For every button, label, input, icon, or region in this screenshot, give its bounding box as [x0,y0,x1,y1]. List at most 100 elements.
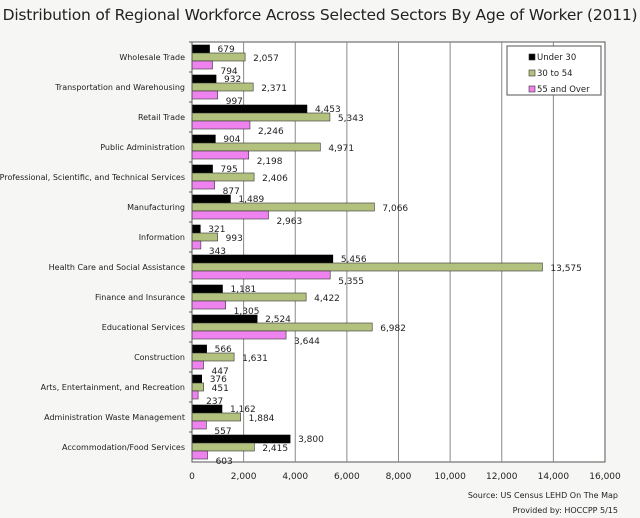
category-label: Arts, Entertainment, and Recreation [41,383,185,392]
bar-55-and-over [191,270,331,280]
bar-55-and-over [191,450,208,460]
bar-under-30 [191,194,231,204]
category-label: Transportation and Warehousing [54,83,185,92]
data-label: 7,066 [382,204,408,214]
bar-55-and-over [191,210,269,220]
data-label: 2,406 [262,174,288,184]
bar-55-and-over [191,420,207,430]
data-label: 932 [224,75,241,85]
bar-55-and-over [191,150,250,160]
data-label: 557 [214,427,231,437]
bar-30-to-54 [191,442,255,452]
category-label: Educational Services [102,323,185,332]
legend-label: 30 to 54 [537,69,573,79]
bar-under-30 [191,284,223,294]
data-label: 5,343 [338,114,364,124]
data-label: 451 [212,384,229,394]
data-label: 1,631 [242,354,268,364]
bar-30-to-54 [191,322,373,332]
bar-under-30 [191,374,203,384]
bar-under-30 [191,44,210,54]
data-label: 1,162 [230,405,256,415]
data-label: 447 [212,367,229,377]
data-label: 997 [226,97,243,107]
data-label: 13,575 [550,264,582,274]
bar-30-to-54 [191,232,218,242]
bar-30-to-54 [191,262,543,272]
bar-55-and-over [191,120,251,130]
data-label: 2,415 [262,444,288,454]
bar-30-to-54 [191,52,246,62]
data-label: 566 [215,345,232,355]
data-label: 1,884 [249,414,275,424]
x-tick-label: 16,000 [589,472,621,482]
data-label: 5,456 [341,255,367,265]
data-label: 904 [223,135,240,145]
x-tick-label: 6,000 [334,472,360,482]
bar-under-30 [191,134,216,144]
bar-55-and-over [191,330,287,340]
bar-30-to-54 [191,112,331,122]
bar-30-to-54 [191,382,204,392]
bar-55-and-over [191,180,215,190]
data-label: 877 [223,187,240,197]
legend-swatch [528,85,536,93]
legend-label: Under 30 [537,53,576,63]
category-label: Accommodation/Food Services [62,443,185,452]
bar-55-and-over [191,300,226,310]
category-label: Professional, Scientific, and Technical … [0,173,185,182]
data-label: 2,198 [257,157,283,167]
data-label: 4,453 [315,105,341,115]
bar-55-and-over [191,390,199,400]
data-label: 2,963 [276,217,302,227]
data-label: 1,489 [238,195,264,205]
data-label: 6,982 [380,324,406,334]
data-label: 3,644 [294,337,320,347]
bar-under-30 [191,74,217,84]
data-label: 237 [206,397,223,407]
bar-30-to-54 [191,142,321,152]
bar-30-to-54 [191,82,254,92]
bar-under-30 [191,344,207,354]
x-tick-label: 12,000 [486,472,518,482]
bar-55-and-over [191,240,202,250]
category-label: Construction [134,353,185,362]
data-label: 993 [226,234,243,244]
category-label: Finance and Insurance [95,293,185,302]
data-label: 4,422 [314,294,340,304]
legend [506,45,602,96]
bar-under-30 [191,104,308,114]
data-label: 321 [208,225,225,235]
legend-swatch [528,69,536,77]
bar-under-30 [191,164,213,174]
bar-30-to-54 [191,202,375,212]
data-label: 5,355 [338,277,364,287]
category-label: Administration Waste Management [44,413,185,422]
bar-under-30 [191,434,291,444]
category-label: Wholesale Trade [119,53,185,62]
bar-under-30 [191,404,223,414]
category-label: Information [139,233,185,242]
category-label: Manufacturing [127,203,185,212]
x-tick-label: 4,000 [282,472,308,482]
provided-by-note: Provided by: HOCCPP 5/15 [512,506,618,515]
x-tick-label: 14,000 [538,472,570,482]
bar-under-30 [191,314,258,324]
data-label: 2,057 [253,54,279,64]
data-label: 679 [218,45,235,55]
source-note: Source: US Census LEHD On The Map [467,491,618,500]
legend-label: 55 and Over [537,85,590,95]
data-label: 376 [210,375,227,385]
chart-title: Distribution of Regional Workforce Acros… [2,6,638,24]
x-tick-label: 8,000 [386,472,412,482]
data-label: 1,305 [234,307,260,317]
data-label: 1,181 [230,285,256,295]
bar-55-and-over [191,360,204,370]
bar-under-30 [191,224,201,234]
bar-30-to-54 [191,292,307,302]
x-tick-label: 10,000 [434,472,466,482]
data-label: 2,524 [265,315,291,325]
category-label: Retail Trade [138,113,185,122]
